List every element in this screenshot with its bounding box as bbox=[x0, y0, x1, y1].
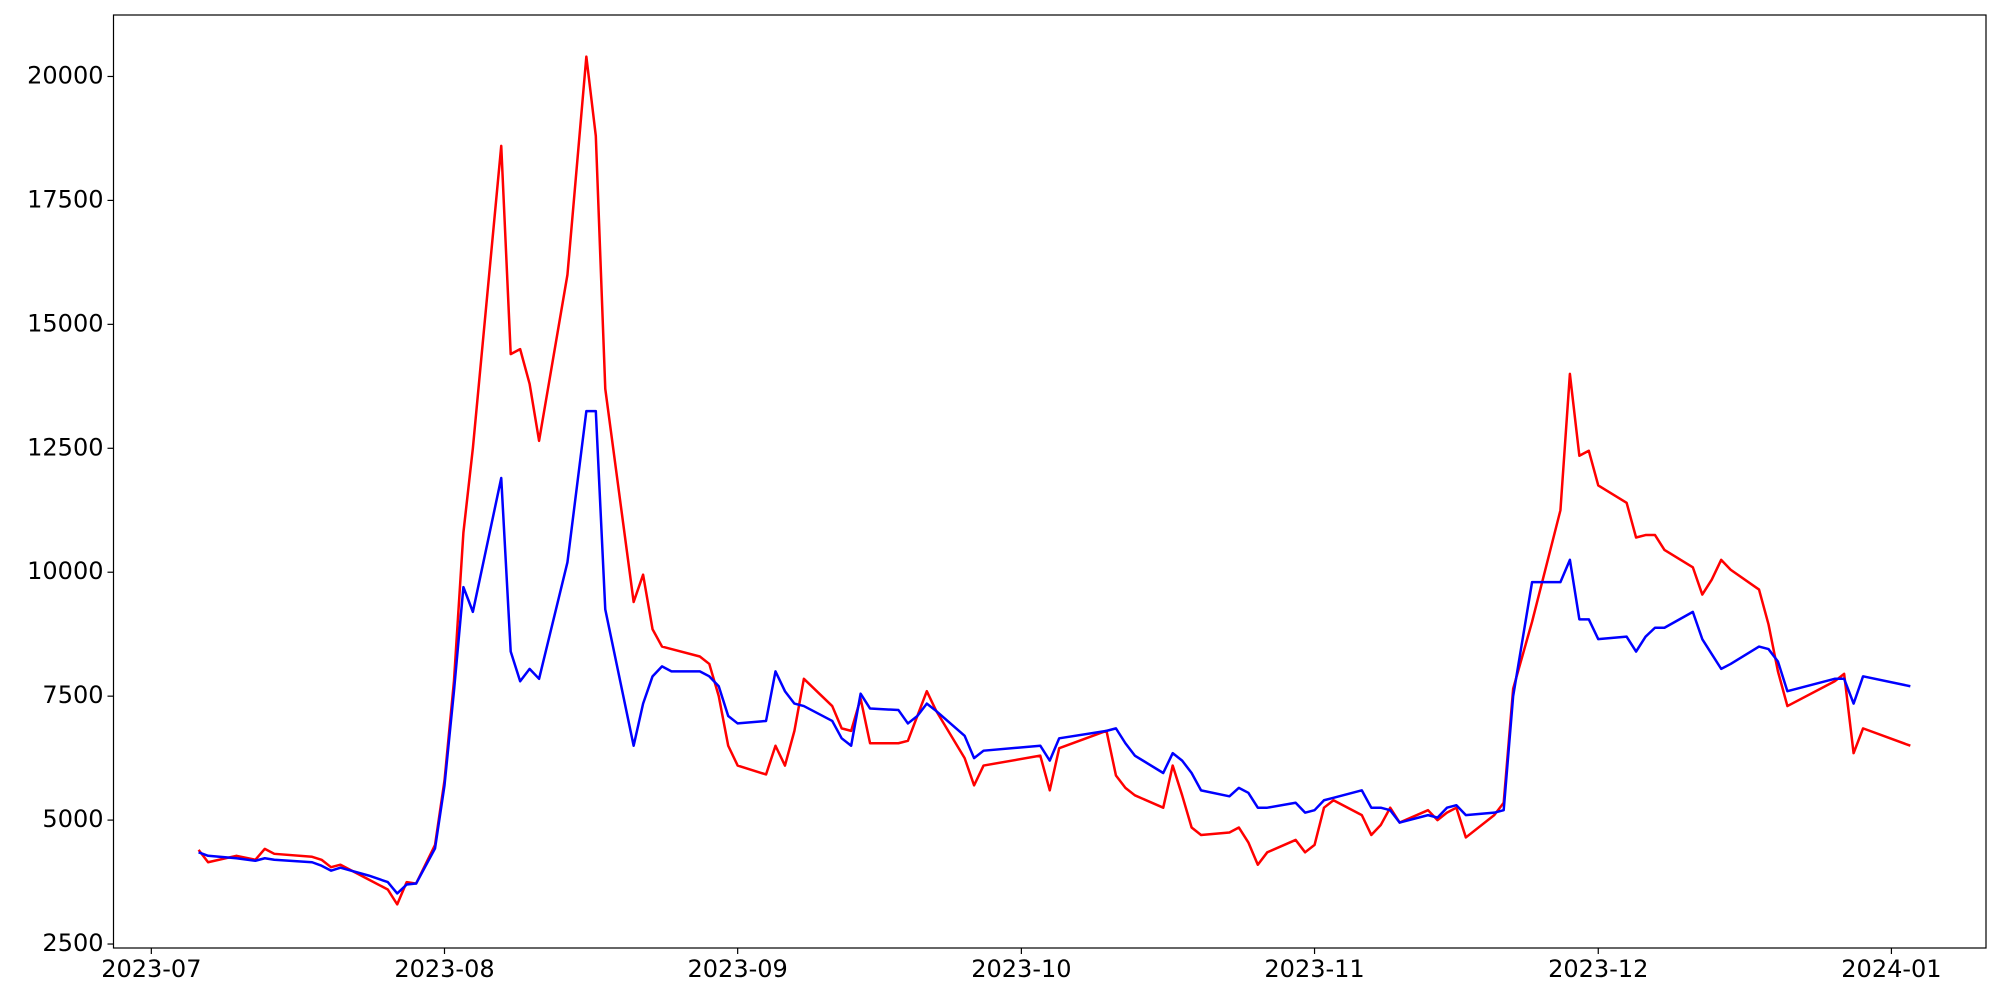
x-tick-label: 2023-08 bbox=[394, 955, 494, 983]
y-tick-label: 2500 bbox=[42, 929, 103, 957]
y-tick-label: 20000 bbox=[27, 61, 103, 89]
x-tick-label: 2023-07 bbox=[101, 955, 201, 983]
x-tick-label: 2023-11 bbox=[1264, 955, 1364, 983]
x-tick-label: 2023-12 bbox=[1548, 955, 1648, 983]
series-line bbox=[197, 55, 1911, 906]
y-tick-label: 10000 bbox=[27, 557, 103, 585]
y-tick-label: 5000 bbox=[42, 805, 103, 833]
x-tick-label: 2023-10 bbox=[971, 955, 1071, 983]
y-tick-label: 7500 bbox=[42, 681, 103, 709]
plot-frame bbox=[112, 14, 1987, 949]
y-tick-label: 12500 bbox=[27, 433, 103, 461]
x-tick-label: 2023-09 bbox=[688, 955, 788, 983]
y-tick-label: 15000 bbox=[27, 309, 103, 337]
y-tick-label: 17500 bbox=[27, 185, 103, 213]
x-tick-label: 2024-01 bbox=[1841, 955, 1941, 983]
series-line bbox=[198, 409, 1911, 895]
